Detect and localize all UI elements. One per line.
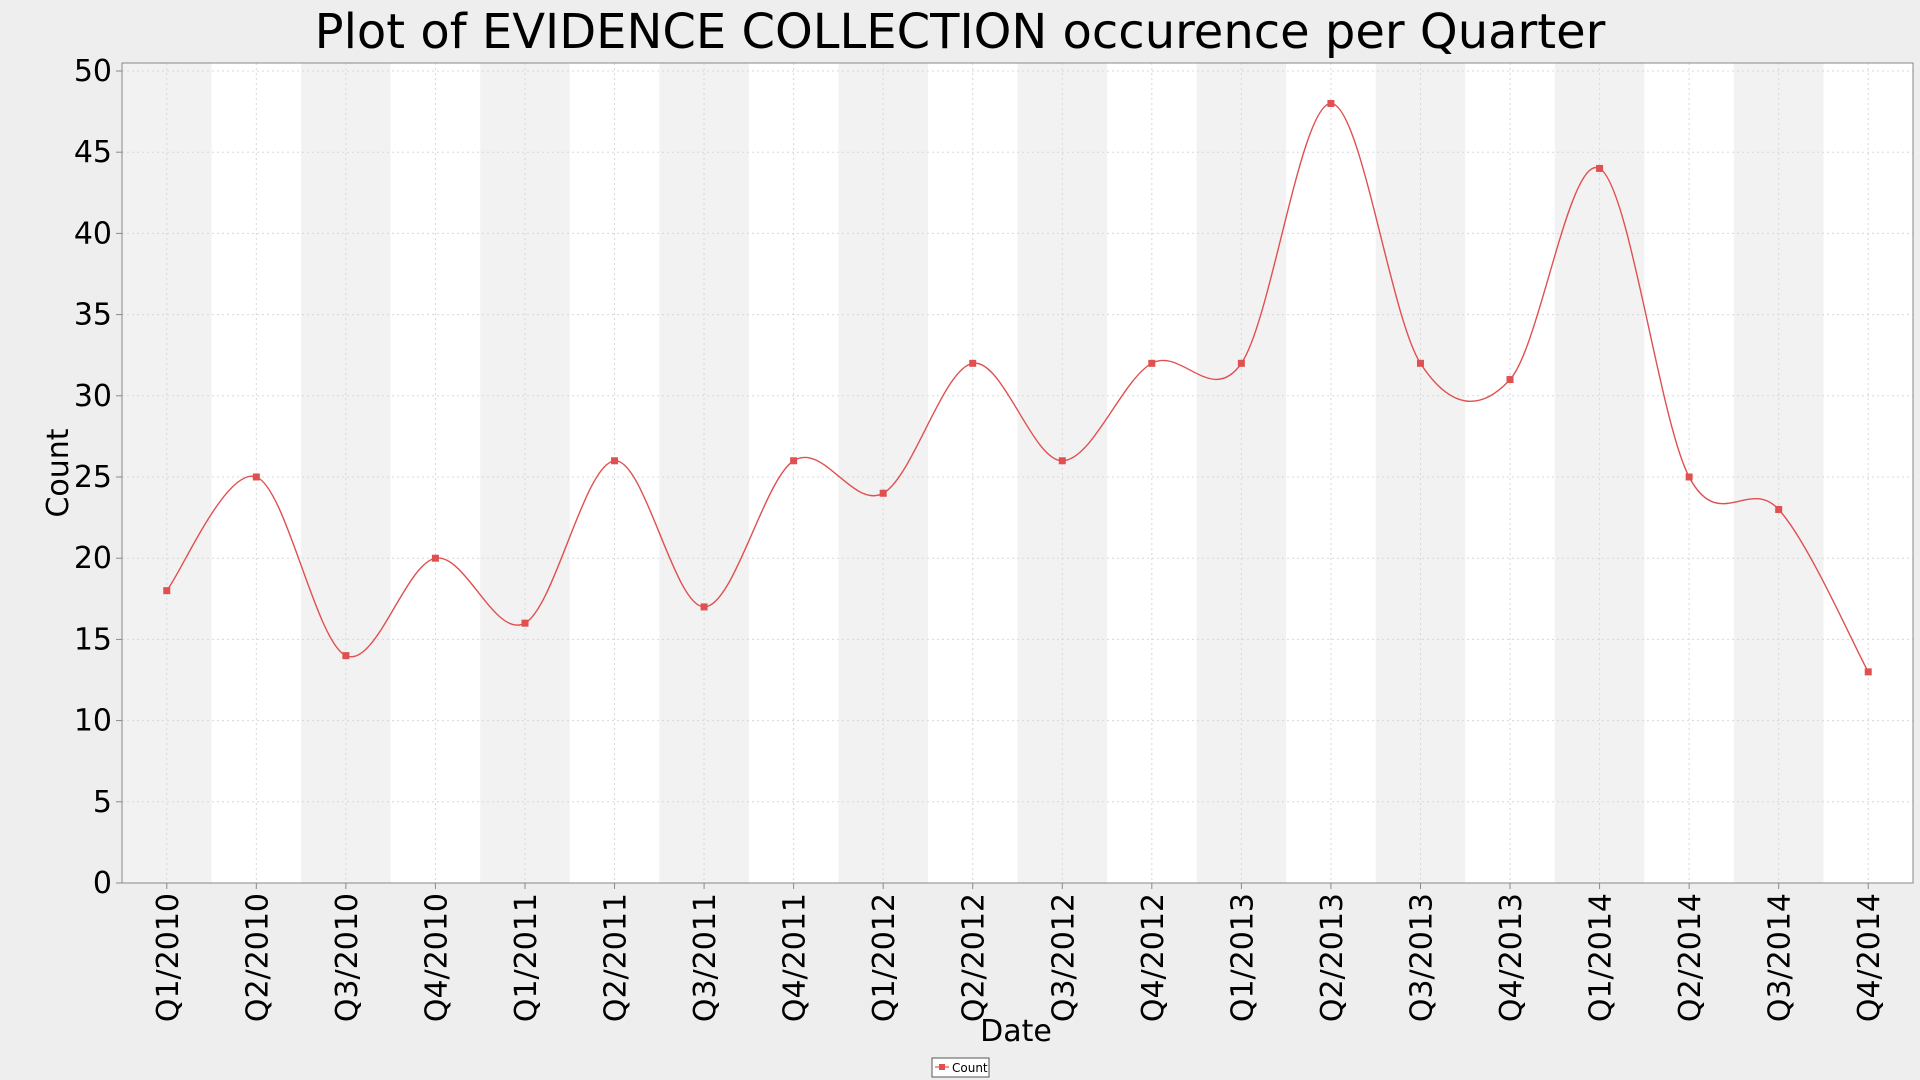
- data-point: [1775, 505, 1783, 513]
- x-tick-label: Q4/2011: [778, 893, 813, 1022]
- legend: Count: [931, 1057, 990, 1078]
- y-tick-label: 35: [74, 298, 112, 333]
- data-point: [969, 359, 977, 367]
- y-tick-label: 30: [74, 379, 112, 414]
- data-point: [1327, 99, 1335, 107]
- x-tick-label: Q1/2014: [1584, 893, 1619, 1022]
- plot-frame: [121, 62, 1914, 884]
- y-axis-label: Count: [41, 428, 76, 517]
- x-tick-label: Q2/2012: [957, 893, 992, 1022]
- legend-marker-swatch: [939, 1064, 945, 1070]
- x-tick-label: Q2/2014: [1673, 893, 1708, 1022]
- x-tick-label: Q4/2014: [1852, 893, 1887, 1022]
- x-tick-label: Q1/2011: [509, 893, 544, 1022]
- data-point: [1685, 473, 1693, 481]
- x-tick-label: Q3/2014: [1763, 893, 1798, 1022]
- data-point: [521, 619, 529, 627]
- x-tick-label: Q4/2012: [1136, 893, 1171, 1022]
- y-tick-label: 15: [74, 622, 112, 657]
- x-axis-label: Date: [980, 1014, 1052, 1049]
- x-tick-label: Q3/2011: [688, 893, 723, 1022]
- data-point: [431, 554, 439, 562]
- x-tick-label: Q2/2013: [1315, 893, 1350, 1022]
- y-tick-label: 25: [74, 460, 112, 495]
- data-point: [1416, 359, 1424, 367]
- data-point: [1148, 359, 1156, 367]
- chart-title: Plot of EVIDENCE COLLECTION occurence pe…: [315, 4, 1606, 60]
- data-point: [342, 652, 350, 660]
- data-point: [611, 457, 619, 465]
- y-tick-label: 40: [74, 216, 112, 251]
- data-point: [252, 473, 260, 481]
- y-tick-label: 10: [74, 704, 112, 739]
- x-tick-label: Q2/2011: [599, 893, 634, 1022]
- x-tick-label: Q4/2010: [419, 893, 454, 1022]
- y-tick-label: 20: [74, 541, 112, 576]
- legend-label: Count: [952, 1061, 988, 1075]
- x-tick-label: Q3/2010: [330, 893, 365, 1022]
- data-point: [879, 489, 887, 497]
- x-tick-label: Q2/2010: [240, 893, 275, 1022]
- x-tick-label: Q1/2012: [867, 893, 902, 1022]
- legend-box: [931, 1057, 990, 1078]
- y-tick-label: 5: [93, 785, 112, 820]
- x-tick-label: Q1/2010: [151, 893, 186, 1022]
- data-point: [700, 603, 708, 611]
- data-point: [790, 457, 798, 465]
- data-point: [1058, 457, 1066, 465]
- x-tick-label: Q3/2012: [1046, 893, 1081, 1022]
- data-point: [163, 587, 171, 595]
- x-tick-label: Q1/2013: [1225, 893, 1260, 1022]
- y-tick-label: 0: [93, 866, 112, 901]
- y-tick-label: 45: [74, 135, 112, 170]
- data-point: [1237, 359, 1245, 367]
- data-point: [1864, 668, 1872, 676]
- y-tick-label: 50: [74, 54, 112, 89]
- x-tick-label: Q4/2013: [1494, 893, 1529, 1022]
- data-point: [1506, 376, 1514, 384]
- x-tick-label: Q3/2013: [1404, 893, 1439, 1022]
- data-point: [1596, 164, 1604, 172]
